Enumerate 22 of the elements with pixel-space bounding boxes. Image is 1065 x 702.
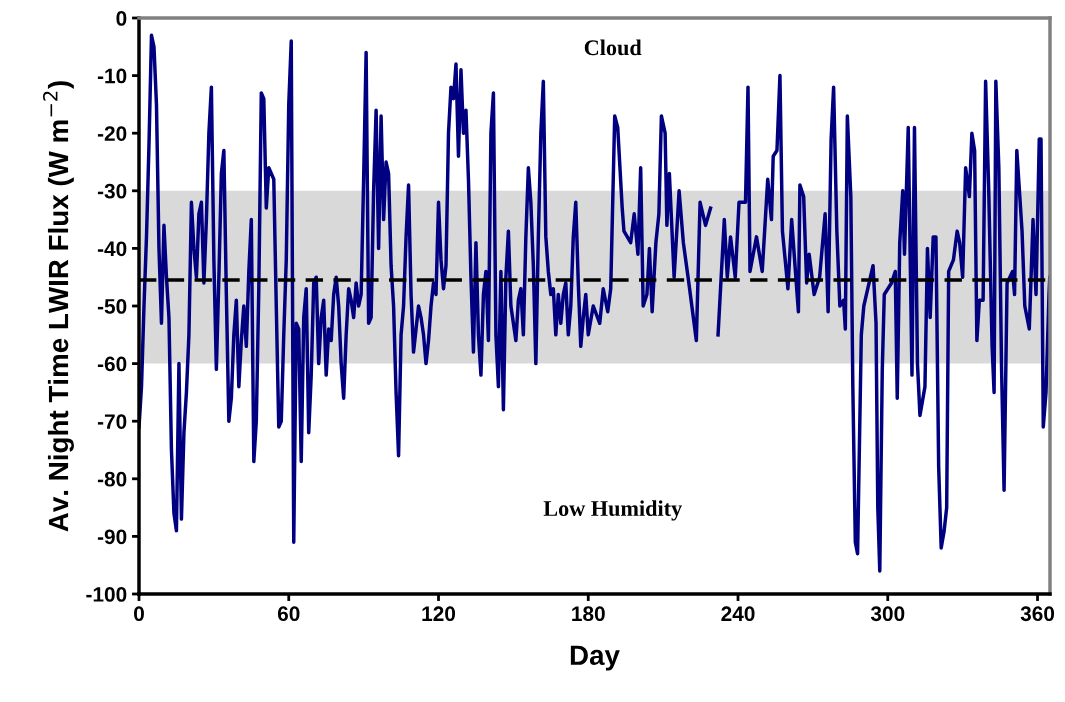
y-axis-title: Av. Night Time LWIR Flux (W m$^{−2}$) [43,81,74,532]
y-tick-label: -20 [97,126,127,141]
y-tick-label: 0 [116,11,127,26]
x-tick-label: 60 [277,606,300,622]
x-tick-label: 0 [134,606,144,622]
x-tick-label: 120 [422,606,456,622]
y-tick-label: -10 [97,68,127,84]
annotation: Low Humidity [543,500,682,521]
y-tick-label: -70 [97,414,127,429]
y-tick-label: -60 [97,356,127,372]
x-axis-title: Day [570,645,620,671]
y-tick-label: -80 [97,471,127,487]
y-tick-label: -100 [86,587,127,602]
y-tick-label: -50 [97,299,127,314]
annotation: Cloud [584,39,642,56]
x-tick-label: 180 [572,606,605,622]
y-tick-label: -90 [97,529,127,545]
x-tick-label: 360 [1020,606,1055,622]
y-tick-label: -40 [97,241,127,257]
x-tick-label: 300 [870,606,905,622]
x-tick-label: 240 [721,606,755,622]
y-tick-label: -30 [97,183,127,199]
